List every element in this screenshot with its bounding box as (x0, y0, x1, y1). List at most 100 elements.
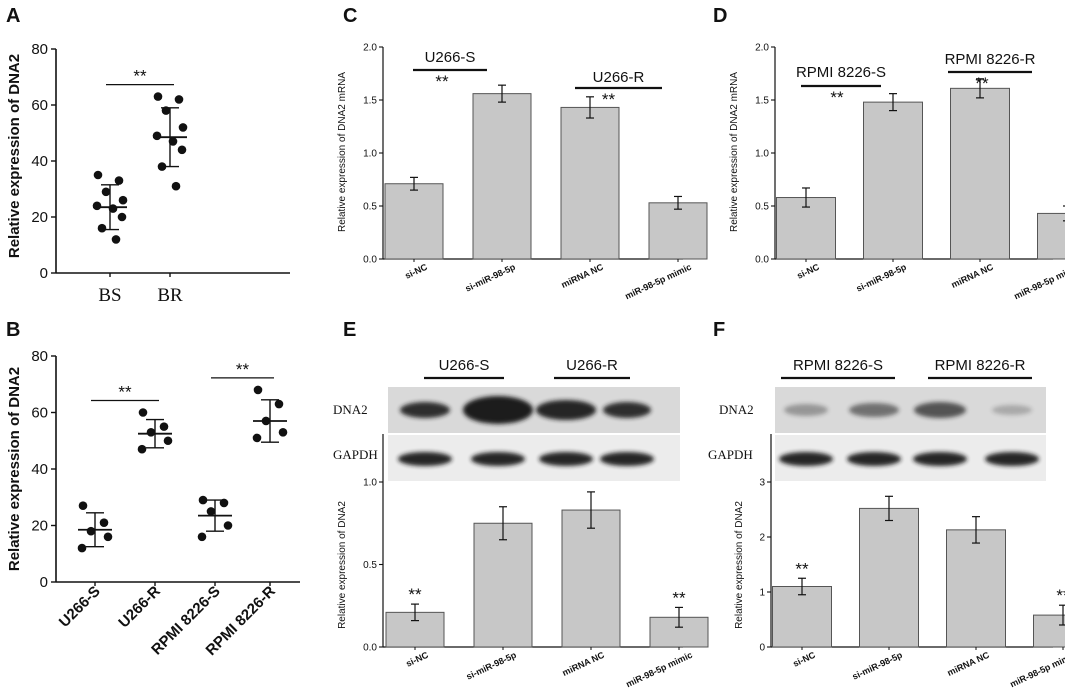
panel-f-blot-and-bar-chart: RPMI 8226-S RPMI 8226-R DNA2 GAPDH Relati… (708, 357, 1065, 689)
data-point (99, 518, 109, 527)
group-label: U266-S (439, 357, 490, 374)
y-tick-label: 1.5 (363, 96, 377, 107)
panel-d-bar-chart: Relative expression of DNA2 mRNA 0.0 0.5 1… (729, 43, 1065, 301)
gapdh-band (913, 452, 967, 466)
panel-c-bar-chart: Relative expression of DNA2 mRNA 0.0 0.5 1… (337, 43, 708, 301)
panel-label-f: F (713, 319, 725, 341)
data-point (253, 385, 263, 395)
x-category-label: U266-S (56, 583, 104, 631)
significance-stars: ** (975, 74, 989, 93)
data-point (138, 408, 148, 417)
data-point (163, 436, 173, 446)
panel-f-y-axis-title: Relative expression of DNA2 (734, 501, 745, 629)
group-label: RPMI 8226-S (796, 64, 886, 81)
panel-c-y-axis-title: Relative expression of DNA2 mRNA (337, 72, 348, 232)
panel-e-blot-and-bar-chart: U266-S U266-R DNA2 GAPDH Relative express… (333, 357, 709, 690)
data-point (97, 223, 107, 233)
data-point (118, 195, 128, 205)
y-tick-label: 0.0 (363, 255, 377, 266)
bar (863, 101, 923, 260)
data-point (78, 501, 88, 511)
bar (648, 202, 708, 260)
data-point (161, 106, 171, 115)
significance-stars: ** (1056, 586, 1065, 605)
y-tick-label: 0.0 (755, 255, 769, 266)
group-label: U266-R (593, 69, 645, 86)
data-point (157, 162, 167, 171)
bar (1037, 212, 1065, 260)
x-category-label: BR (157, 285, 183, 306)
x-category-label: miR-98-5p mimic (624, 650, 694, 690)
y-tick-label: 1.0 (755, 149, 769, 160)
data-point (159, 422, 169, 431)
dna2-band (463, 396, 533, 424)
data-point (111, 235, 121, 244)
y-tick-label: 0.5 (755, 202, 769, 213)
x-category-label: si-NC (403, 262, 429, 281)
dna2-band (603, 402, 651, 418)
x-category-label: miRNA NC (561, 650, 607, 678)
y-tick-label: 60 (31, 97, 48, 114)
bar (384, 183, 444, 260)
panel-e-y-axis-title: Relative expression of DNA2 (337, 501, 348, 629)
panel-label-b: B (6, 319, 20, 341)
data-point (223, 521, 233, 530)
panel-f-western-blot: RPMI 8226-S RPMI 8226-R (775, 357, 1046, 481)
panel-label-a: A (6, 5, 20, 27)
data-point (93, 170, 103, 180)
data-point (171, 181, 181, 191)
panel-label-e: E (343, 319, 356, 341)
y-tick-label: 1.5 (755, 96, 769, 107)
panel-f-blot-label-dna2: DNA2 (719, 402, 754, 417)
panel-e-blot-label-gapdh: GAPDH (333, 447, 378, 462)
data-point (278, 427, 288, 437)
x-category-label: miRNA NC (560, 262, 606, 290)
x-category-label: si-miR-98-5p (465, 650, 519, 682)
gapdh-band (471, 452, 525, 466)
significance-stars: ** (602, 90, 616, 109)
bar (472, 93, 532, 260)
gapdh-band (398, 452, 452, 466)
data-point (274, 399, 284, 409)
y-tick-label: 20 (31, 209, 48, 226)
x-category-label: si-NC (795, 262, 821, 281)
data-point (152, 131, 162, 141)
data-point (117, 212, 127, 222)
dna2-band (849, 403, 899, 417)
bar (772, 586, 832, 648)
y-tick-label: 80 (31, 348, 48, 365)
y-tick-label: 80 (31, 41, 48, 58)
bar (950, 87, 1010, 260)
data-point (86, 526, 96, 536)
panel-a-scatter-chart: Relative expression of DNA2 0 20 40 60 80 BS… (6, 41, 290, 306)
bar (859, 507, 919, 648)
data-point (103, 532, 113, 542)
bar (946, 529, 1006, 648)
dna2-band (992, 405, 1032, 415)
y-tick-label: 1.0 (363, 149, 377, 160)
panel-e-western-blot: U266-S U266-R (388, 357, 680, 481)
group-label: RPMI 8226-R (945, 51, 1036, 68)
data-point (92, 201, 102, 211)
dna2-band (914, 402, 966, 418)
data-point (198, 495, 208, 505)
dna2-band (536, 400, 596, 420)
data-point (137, 444, 147, 454)
data-point (146, 427, 156, 437)
data-point (108, 204, 118, 213)
data-point (261, 416, 271, 426)
y-tick-label: 20 (31, 518, 48, 535)
x-category-label: miRNA NC (950, 262, 996, 290)
y-tick-label: 2 (759, 533, 765, 544)
bar (561, 509, 621, 648)
y-tick-label: 2.0 (363, 43, 377, 54)
significance-stars: ** (830, 88, 844, 107)
data-point (114, 176, 124, 185)
y-tick-label: 0.0 (363, 643, 377, 654)
dna2-band (784, 404, 828, 416)
y-tick-label: 40 (31, 461, 48, 478)
significance-stars: ** (408, 585, 422, 604)
significance-stars: ** (435, 72, 449, 91)
panel-a-y-axis-title: Relative expression of DNA2 (6, 54, 23, 258)
